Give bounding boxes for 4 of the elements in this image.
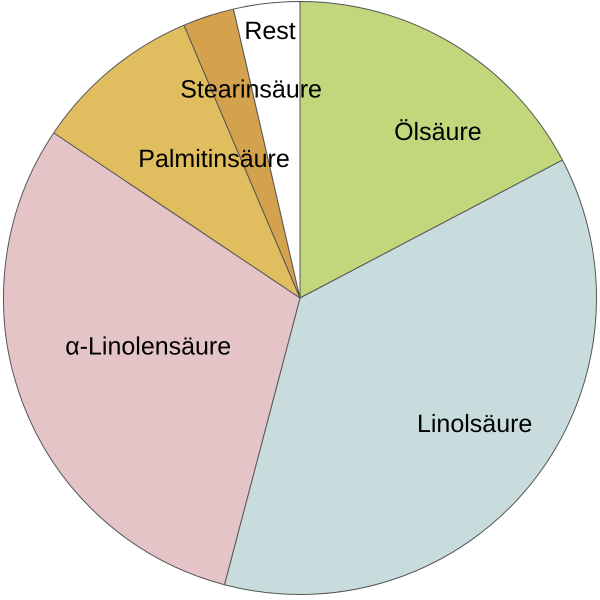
slice-label: Ölsäure xyxy=(394,118,482,146)
slice-label: Rest xyxy=(244,17,296,46)
slice-label: Linolsäure xyxy=(416,410,532,438)
slice-label: α-Linolensäure xyxy=(65,332,232,361)
